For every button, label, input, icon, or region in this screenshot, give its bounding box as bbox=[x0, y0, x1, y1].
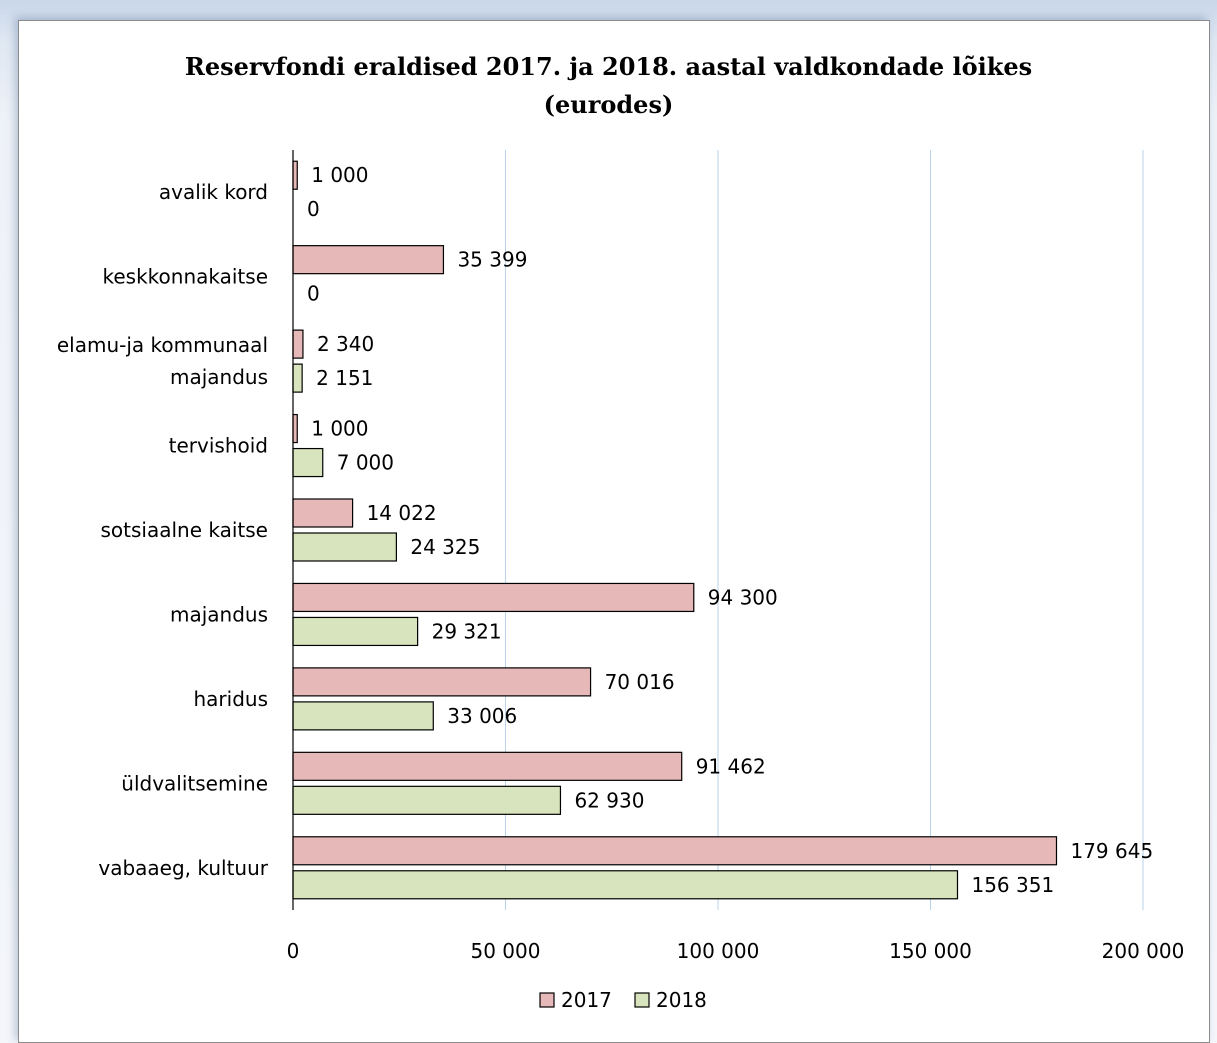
bar-2018-6 bbox=[292, 701, 434, 731]
bar-2018-7 bbox=[292, 785, 562, 815]
data-label-2017-7: 91 462 bbox=[696, 754, 766, 778]
category-label-0: avalik kord bbox=[159, 180, 268, 204]
data-label-2018-0: 0 bbox=[307, 197, 320, 221]
bar-2018-2 bbox=[292, 363, 303, 393]
chart-subtitle: (eurodes) bbox=[543, 90, 674, 119]
data-label-2017-4: 14 022 bbox=[367, 501, 437, 525]
bar-2017-0 bbox=[292, 160, 298, 190]
category-label-6: haridus bbox=[193, 687, 268, 711]
bar-2017-2 bbox=[292, 329, 304, 359]
data-label-2018-4: 24 325 bbox=[410, 535, 480, 559]
bar-2017-3 bbox=[292, 413, 298, 444]
data-label-2018-3: 7 000 bbox=[337, 451, 394, 475]
bar-2017-7 bbox=[292, 751, 683, 781]
data-label-2017-5: 94 300 bbox=[708, 585, 778, 609]
bar-2018-8 bbox=[292, 870, 959, 900]
bar-2017-1 bbox=[292, 245, 445, 275]
category-label-8: vabaaeg, kultuur bbox=[98, 856, 268, 880]
x-tick-label: 100 000 bbox=[677, 939, 760, 963]
legend-label-2017: 2017 bbox=[561, 988, 612, 1012]
bar-2018-3 bbox=[292, 447, 324, 478]
x-tick-label: 150 000 bbox=[889, 939, 972, 963]
bar-2017-5 bbox=[292, 582, 695, 613]
bar-2017-8 bbox=[292, 836, 1058, 866]
legend-swatch-2018 bbox=[634, 992, 650, 1008]
bar-2017-6 bbox=[292, 667, 592, 697]
category-label-2: majandus bbox=[170, 365, 268, 389]
x-tick-label: 200 000 bbox=[1102, 939, 1185, 963]
data-label-2018-1: 0 bbox=[307, 282, 320, 306]
data-label-2017-0: 1 000 bbox=[311, 163, 368, 187]
category-label-2: elamu-ja kommunaal bbox=[57, 333, 268, 357]
legend-label-2018: 2018 bbox=[656, 988, 707, 1012]
data-label-2018-8: 156 351 bbox=[971, 873, 1054, 897]
x-tick-label: 50 000 bbox=[471, 939, 541, 963]
data-label-2017-6: 70 016 bbox=[605, 670, 675, 694]
category-label-7: üldvalitsemine bbox=[121, 771, 268, 795]
bar-2018-4 bbox=[292, 532, 397, 562]
data-label-2017-2: 2 340 bbox=[317, 332, 374, 356]
category-label-4: sotsiaalne kaitse bbox=[101, 518, 269, 542]
chart-title: Reservfondi eraldised 2017. ja 2018. aas… bbox=[184, 52, 1033, 81]
category-label-5: majandus bbox=[170, 602, 268, 626]
category-label-3: tervishoid bbox=[169, 434, 268, 458]
data-label-2017-1: 35 399 bbox=[457, 248, 527, 272]
legend-swatch-2017 bbox=[539, 992, 555, 1008]
x-tick-label: 0 bbox=[287, 939, 300, 963]
bar-2017-4 bbox=[292, 498, 354, 528]
data-label-2018-7: 62 930 bbox=[574, 788, 644, 812]
category-label-1: keskkonnakaitse bbox=[103, 265, 269, 289]
data-label-2018-6: 33 006 bbox=[447, 704, 517, 728]
data-label-2017-8: 179 645 bbox=[1070, 839, 1153, 863]
data-label-2017-3: 1 000 bbox=[311, 417, 368, 441]
data-label-2018-2: 2 151 bbox=[316, 366, 373, 390]
bar-2018-5 bbox=[292, 616, 419, 647]
data-label-2018-5: 29 321 bbox=[432, 619, 502, 643]
